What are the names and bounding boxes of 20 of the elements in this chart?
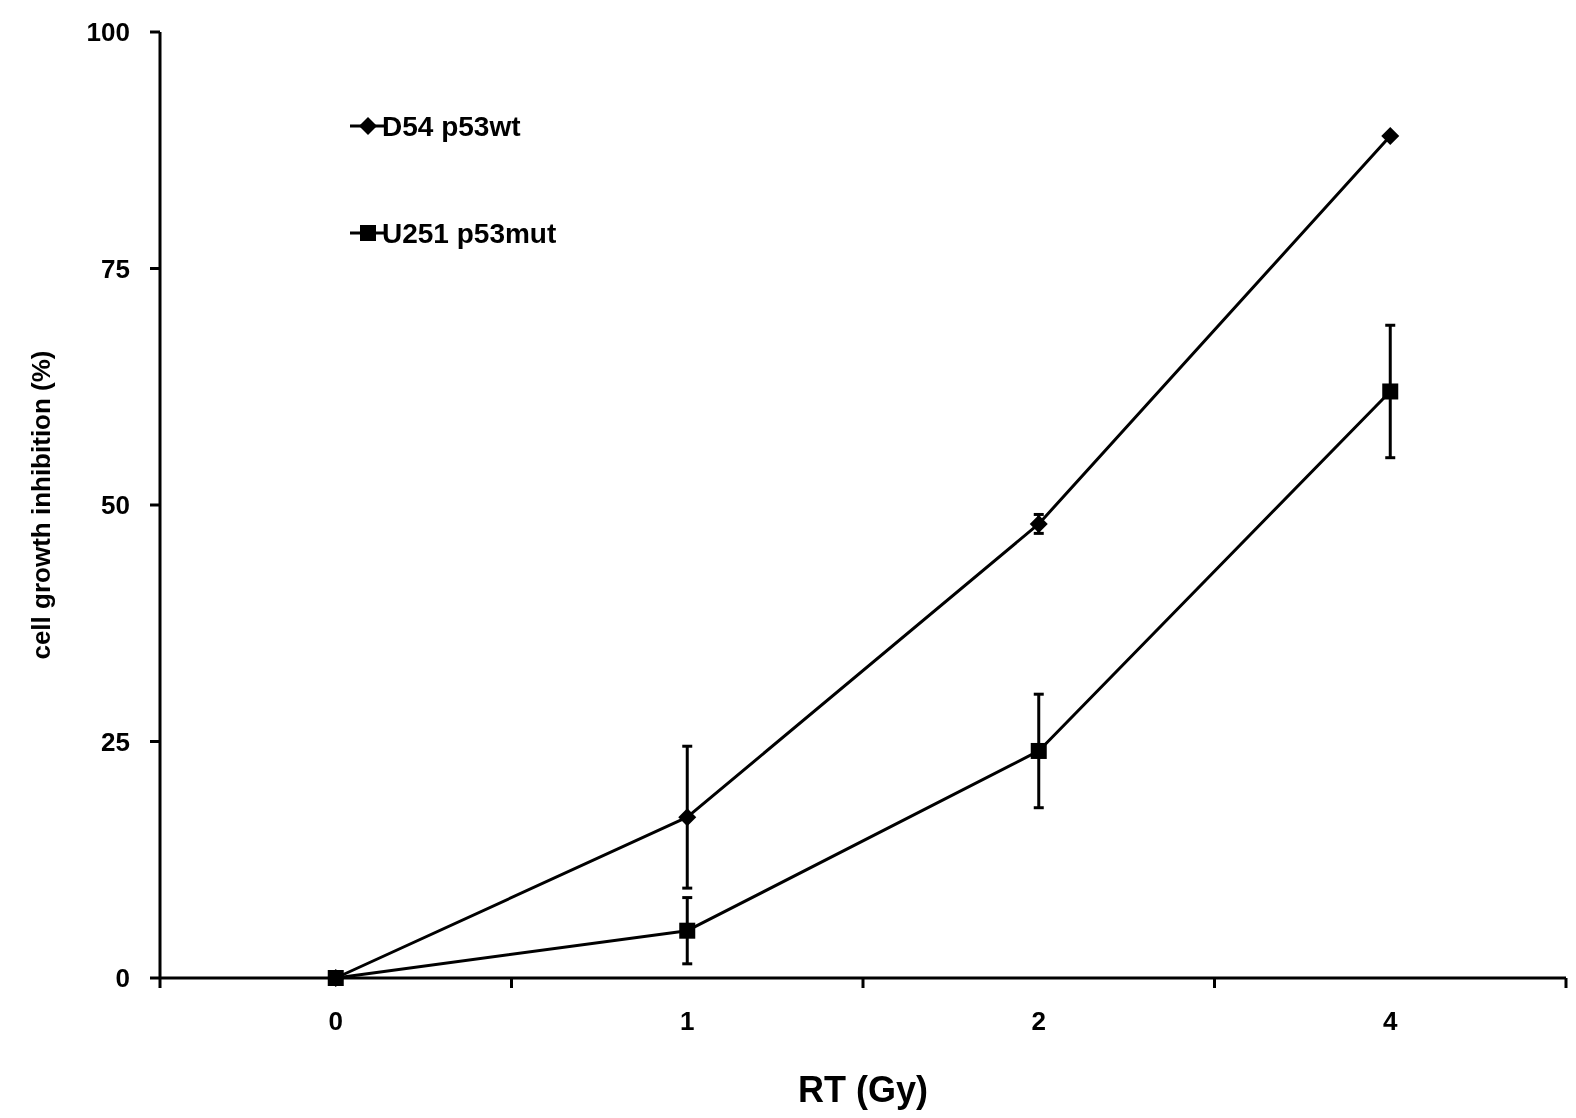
y-tick-label: 75 xyxy=(101,253,130,284)
point xyxy=(1029,514,1048,533)
y-tick-label: 100 xyxy=(86,17,130,48)
x-axis-title: RT (Gy) xyxy=(798,1069,928,1110)
y-tick-label: 25 xyxy=(101,726,130,757)
y-tick-label: 50 xyxy=(101,490,130,521)
x-tick-label: 2 xyxy=(1031,1006,1046,1036)
x-tick-label: 4 xyxy=(1383,1006,1399,1036)
legend-label: U251 p53mut xyxy=(382,217,557,249)
y-tick-label: 0 xyxy=(115,963,130,994)
y-axis-title: cell growth inhibition (%) xyxy=(26,350,56,660)
point xyxy=(1030,742,1047,759)
point xyxy=(679,922,696,939)
point xyxy=(678,808,697,827)
x-tick-label: 1 xyxy=(680,1006,695,1036)
point xyxy=(1382,383,1399,400)
legend-label: D54 p53wt xyxy=(382,110,521,142)
point xyxy=(1381,127,1400,146)
x-tick-label: 0 xyxy=(328,1006,343,1036)
point xyxy=(327,970,344,986)
